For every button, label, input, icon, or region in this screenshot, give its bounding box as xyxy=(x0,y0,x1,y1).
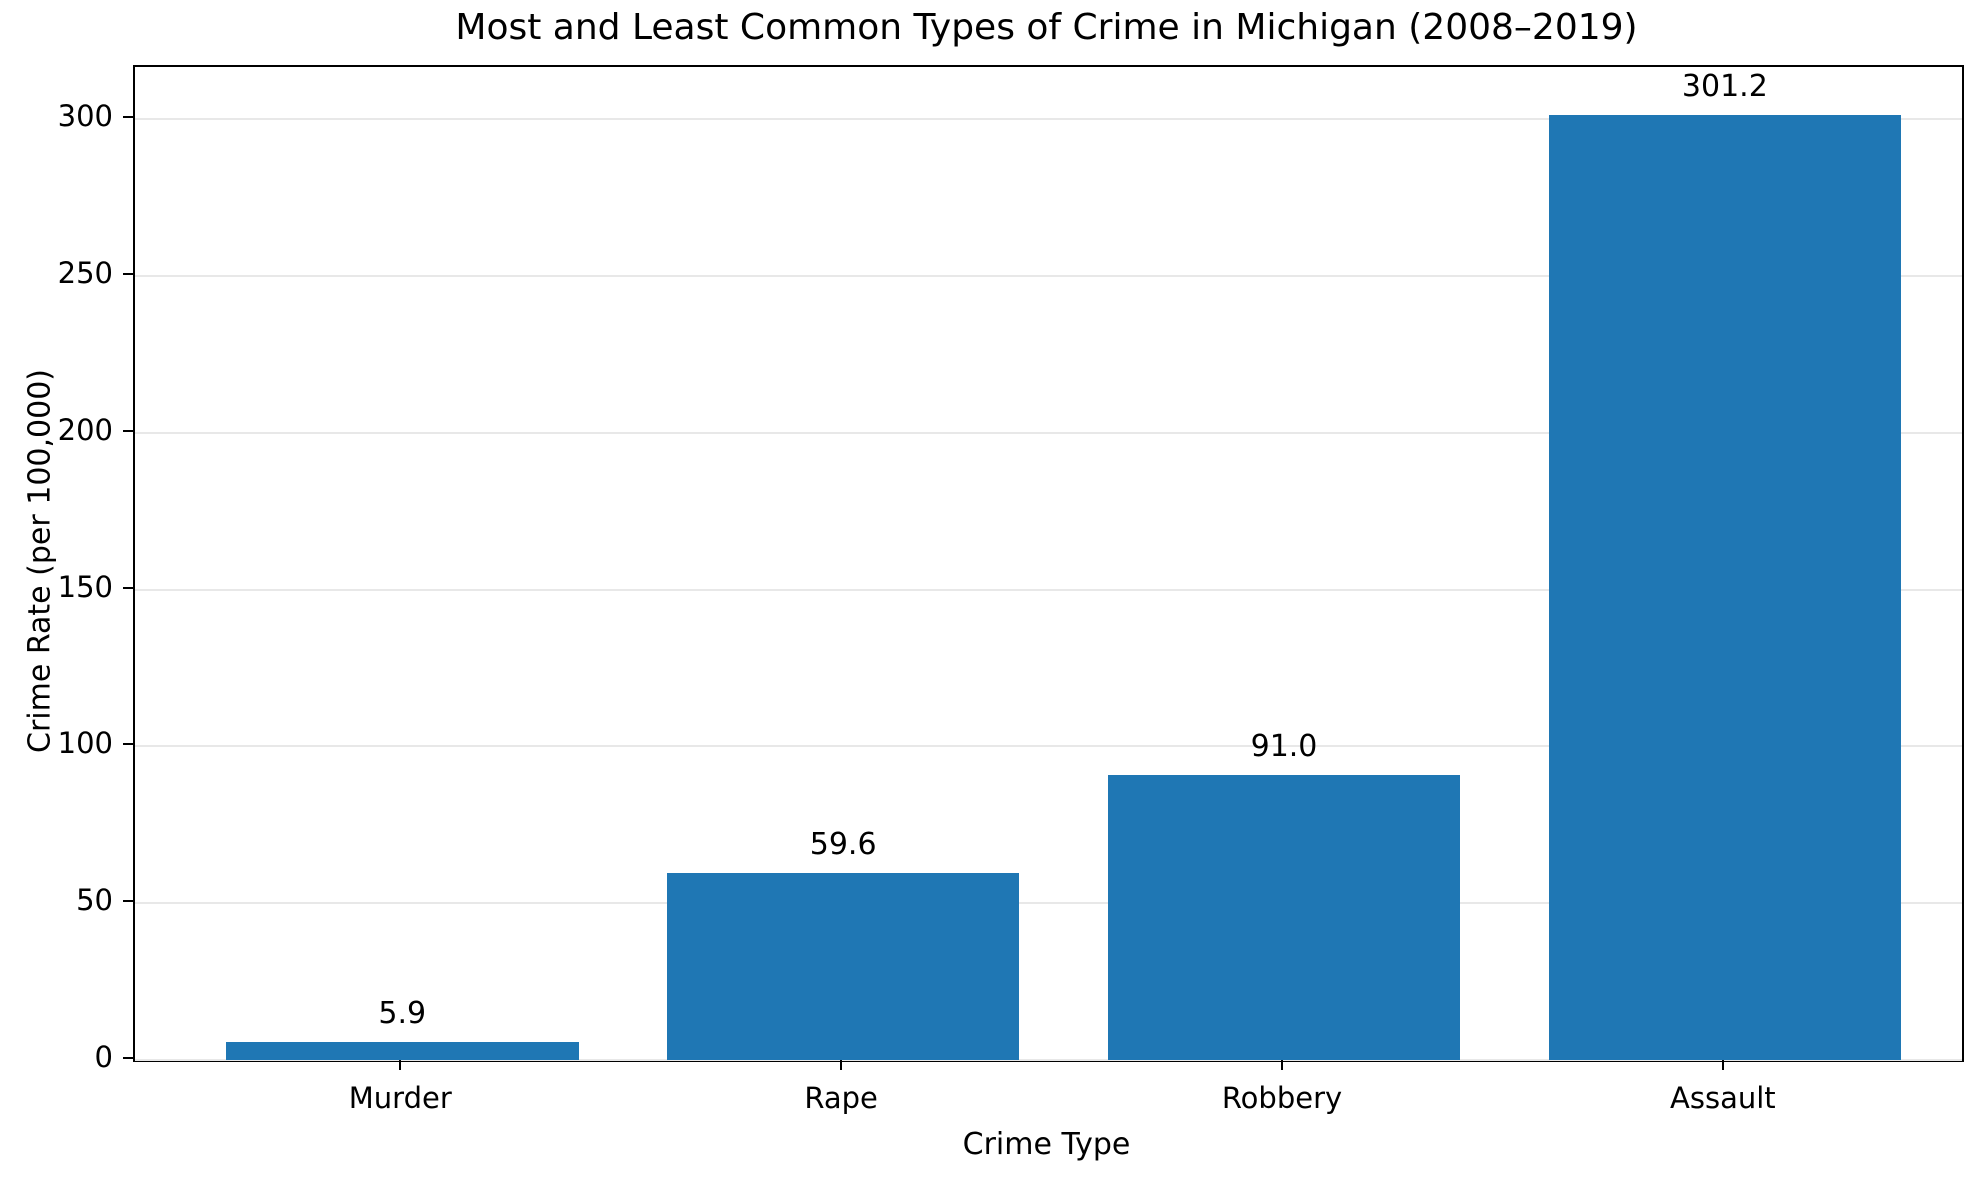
y-tick-label-200: 200 xyxy=(57,412,113,447)
chart-title: Most and Least Common Types of Crime in … xyxy=(455,7,1638,48)
gridline-150 xyxy=(135,588,1962,591)
x-tick-mark-robbery xyxy=(1281,1060,1283,1070)
y-tick-mark-200 xyxy=(123,429,133,432)
bar-assault xyxy=(1548,115,1902,1060)
bar-value-label-rape: 59.6 xyxy=(809,827,877,863)
y-tick-label-100: 100 xyxy=(57,726,113,761)
bar-value-label-robbery: 91.0 xyxy=(1250,728,1318,764)
bar-value-label-murder: 5.9 xyxy=(378,995,427,1031)
y-tick-label-150: 150 xyxy=(57,569,113,604)
y-tick-mark-0 xyxy=(123,1057,133,1059)
gridline-50 xyxy=(135,902,1962,905)
y-tick-mark-150 xyxy=(123,586,133,589)
y-tick-mark-250 xyxy=(123,272,133,275)
x-tick-mark-rape xyxy=(840,1060,843,1070)
bar-robbery xyxy=(1107,774,1461,1060)
x-tick-mark-murder xyxy=(399,1060,402,1070)
x-tick-label-assault: Assault xyxy=(1670,1081,1776,1115)
y-tick-label-50: 50 xyxy=(76,883,113,918)
plot-area: 5.9 59.6 91.0 301.2 xyxy=(133,65,1964,1062)
y-tick-label-0: 0 xyxy=(94,1040,113,1074)
gridline-200 xyxy=(135,431,1962,434)
x-tick-label-rape: Rape xyxy=(804,1081,878,1115)
gridline-0 xyxy=(135,1059,1962,1061)
y-tick-mark-300 xyxy=(123,116,133,119)
x-tick-mark-assault xyxy=(1721,1060,1724,1070)
gridline-100 xyxy=(135,745,1962,748)
x-tick-label-murder: Murder xyxy=(348,1081,452,1115)
x-axis-label: Crime Type xyxy=(962,1127,1131,1162)
bar-murder xyxy=(225,1041,579,1060)
y-tick-mark-50 xyxy=(123,900,133,903)
y-tick-label-300: 300 xyxy=(57,99,113,134)
y-tick-mark-100 xyxy=(123,743,133,746)
bar-value-label-assault: 301.2 xyxy=(1681,69,1768,105)
bar-rape xyxy=(666,873,1020,1060)
gridline-300 xyxy=(135,118,1962,121)
gridline-250 xyxy=(135,274,1962,277)
y-tick-label-250: 250 xyxy=(57,255,113,290)
x-tick-label-robbery: Robbery xyxy=(1221,1081,1343,1115)
